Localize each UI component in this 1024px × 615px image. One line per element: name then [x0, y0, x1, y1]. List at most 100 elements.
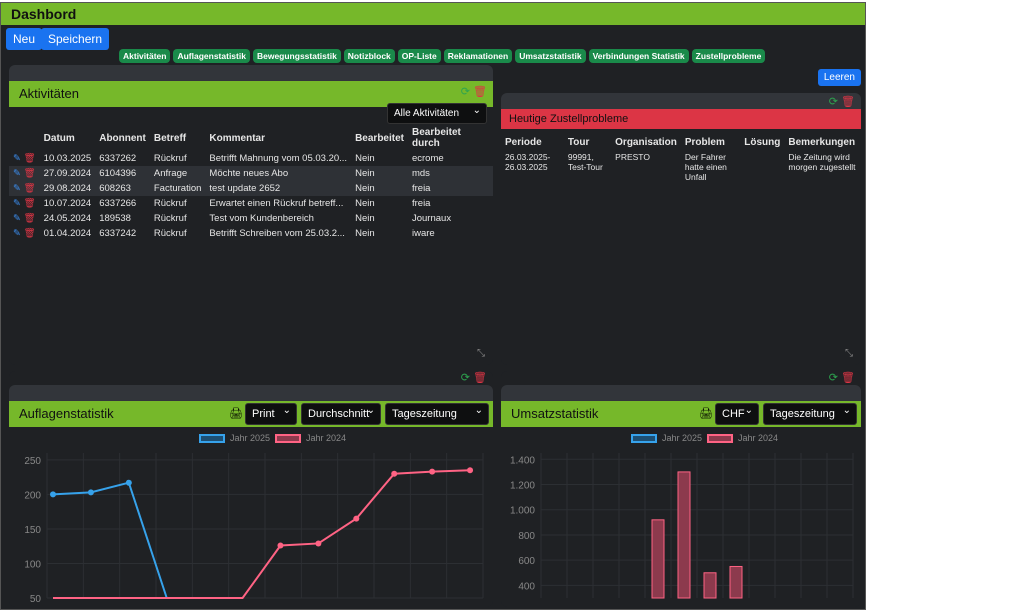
y-tick-label: 1.000: [510, 506, 535, 517]
table-cell: Test vom Kundenbereich: [209, 213, 314, 224]
tab-notizblock[interactable]: Notizblock: [343, 49, 395, 63]
aggregation-select[interactable]: Durchschnitt: [301, 403, 381, 425]
table-row: 26.03.2025-26.03.2025 99991, Test-Tour PRE…: [501, 150, 861, 184]
table-cell: Die Zeitung wird morgen zugestellt: [788, 152, 856, 172]
refresh-icon[interactable]: ⟳: [828, 96, 838, 108]
table-cell: Betrifft Mahnung vom 05.03.20...: [209, 153, 348, 164]
trash-icon[interactable]: 🗑: [841, 96, 855, 108]
data-point: [125, 479, 132, 486]
trash-icon[interactable]: 🗑: [23, 213, 36, 224]
trash-icon[interactable]: 🗑: [23, 198, 36, 209]
data-point: [315, 540, 322, 547]
edit-icon[interactable]: ✎: [13, 198, 24, 209]
column-header: Bearbeitet durch: [411, 127, 461, 149]
new-button[interactable]: Neu: [6, 28, 43, 50]
auflagen-panel: ⟳ 🗑 Auflagenstatistik 🖨 Print Durchschni…: [9, 371, 493, 607]
trash-icon[interactable]: 🗑: [23, 153, 36, 164]
resize-icon[interactable]: ⤡: [845, 348, 853, 359]
dashboard: Dashbord Neu Speichern Aktivitäten Auflag…: [0, 2, 866, 610]
column-header: Bearbeitet: [355, 132, 404, 144]
umsatz-bar-chart: 400 600 800 1.000 1.200 1.400: [510, 453, 854, 599]
trash-icon[interactable]: 🗑: [23, 183, 36, 194]
table-cell: Journaux: [411, 213, 452, 224]
data-point: [50, 491, 56, 498]
edit-icon[interactable]: ✎: [13, 228, 24, 239]
table-row[interactable]: ✎ 🗑 29.08.2024 608263 Facturation test updat…: [9, 181, 493, 196]
data-point: [277, 542, 284, 549]
trash-icon[interactable]: 🗑: [473, 86, 487, 98]
column-header: Lösung: [744, 137, 781, 148]
table-row[interactable]: ✎ 🗑 10.07.2024 6337266 Rückruf Erwartet eine…: [9, 196, 493, 211]
data-point: [467, 467, 474, 474]
refresh-icon[interactable]: ⟳: [460, 86, 470, 98]
activities-filter-select[interactable]: Alle Aktivitäten: [387, 103, 487, 124]
refresh-icon[interactable]: ⟳: [460, 372, 470, 384]
trash-icon[interactable]: 🗑: [473, 372, 487, 384]
app-title: Dashbord: [1, 3, 865, 25]
product-select[interactable]: Tageszeitung: [763, 403, 857, 425]
activities-title: Aktivitäten: [9, 81, 493, 107]
data-point: [429, 468, 436, 475]
table-cell: 27.09.2024: [39, 166, 96, 181]
tab-bewegungsstatistik[interactable]: Bewegungsstatistik: [252, 49, 341, 63]
table-cell: Nein: [351, 166, 408, 181]
table-cell: 99991, Test-Tour: [567, 152, 603, 172]
column-header: Periode: [505, 137, 542, 148]
data-point: [87, 489, 94, 496]
auflagen-line-chart: 50 100 150 200 250: [24, 453, 484, 603]
refresh-icon[interactable]: ⟳: [828, 372, 838, 384]
table-cell: 6104396: [95, 166, 150, 181]
table-cell: 6337262: [99, 153, 137, 164]
table-cell: 26.03.2025-26.03.2025: [505, 152, 551, 172]
table-cell: Nein: [351, 181, 408, 196]
edit-icon[interactable]: ✎: [13, 153, 24, 164]
table-cell: Möchte neues Abo: [205, 166, 352, 181]
legend-swatch-2024[interactable]: [707, 433, 734, 443]
tab-umsatzstatistik[interactable]: Umsatzstatistik: [515, 49, 586, 63]
table-row[interactable]: ✎ 🗑 24.05.2024 189538 Rückruf Test vom Kunde…: [9, 211, 493, 226]
export-icon[interactable]: 🖨: [699, 408, 713, 420]
column-header: Betreff: [153, 132, 187, 144]
y-tick-label: 400: [518, 581, 535, 592]
save-button[interactable]: Speichern: [41, 28, 110, 50]
tab-auflagenstatistik[interactable]: Auflagenstatistik: [173, 49, 250, 63]
trash-icon[interactable]: 🗑: [23, 168, 36, 179]
resize-icon[interactable]: ⤡: [477, 348, 485, 359]
table-cell: Facturation: [149, 181, 206, 196]
trash-icon[interactable]: 🗑: [23, 228, 36, 239]
tab-zustellprobleme[interactable]: Zustellprobleme: [691, 49, 766, 63]
tab-verbindungen-statistik[interactable]: Verbindungen Statistik: [588, 49, 689, 63]
problems-panel: Heutige Zustellprobleme ⟳ 🗑 Periode Tour O…: [501, 93, 861, 365]
trash-icon[interactable]: 🗑: [841, 372, 855, 384]
edit-icon[interactable]: ✎: [13, 183, 24, 194]
medium-select[interactable]: Print: [245, 403, 297, 425]
column-header: Kommentar: [209, 132, 265, 144]
tab-op-liste[interactable]: OP-Liste: [397, 49, 441, 63]
bar: [703, 572, 717, 599]
currency-select[interactable]: CHF: [715, 403, 759, 425]
edit-icon[interactable]: ✎: [13, 213, 24, 224]
clear-button[interactable]: Leeren: [817, 69, 861, 86]
legend-swatch-2025[interactable]: [199, 433, 225, 443]
legend-swatch-2025[interactable]: [631, 433, 657, 443]
bar: [729, 565, 743, 599]
table-cell: 10.03.2025: [43, 153, 92, 164]
export-icon[interactable]: 🖨: [229, 408, 243, 420]
table-cell: Nein: [355, 228, 375, 239]
y-tick-label: 50: [30, 594, 42, 603]
table-cell: freia: [407, 181, 493, 196]
column-header: Tour: [567, 137, 590, 148]
y-tick-label: 600: [518, 556, 535, 567]
edit-icon[interactable]: ✎: [13, 168, 24, 179]
table-row[interactable]: ✎ 🗑 01.04.2024 6337242 Rückruf Betrifft Schr…: [9, 226, 493, 241]
table-cell: Der Fahrer hatte einen Unfall: [684, 152, 727, 182]
table-row[interactable]: ✎ 🗑 27.09.2024 6104396 Anfrage Möchte neues …: [9, 166, 493, 181]
table-row[interactable]: ✎ 🗑 10.03.2025 6337262 Rückruf Betrifft Mahn…: [9, 151, 493, 166]
table-cell: 189538: [99, 213, 131, 224]
tab-aktivitäten[interactable]: Aktivitäten: [119, 49, 171, 63]
legend-swatch-2024[interactable]: [275, 433, 302, 443]
table-cell: Anfrage: [149, 166, 206, 181]
tab-reklamationen[interactable]: Reklamationen: [443, 49, 513, 63]
product-select[interactable]: Tageszeitung: [385, 403, 489, 425]
data-point: [391, 470, 398, 477]
